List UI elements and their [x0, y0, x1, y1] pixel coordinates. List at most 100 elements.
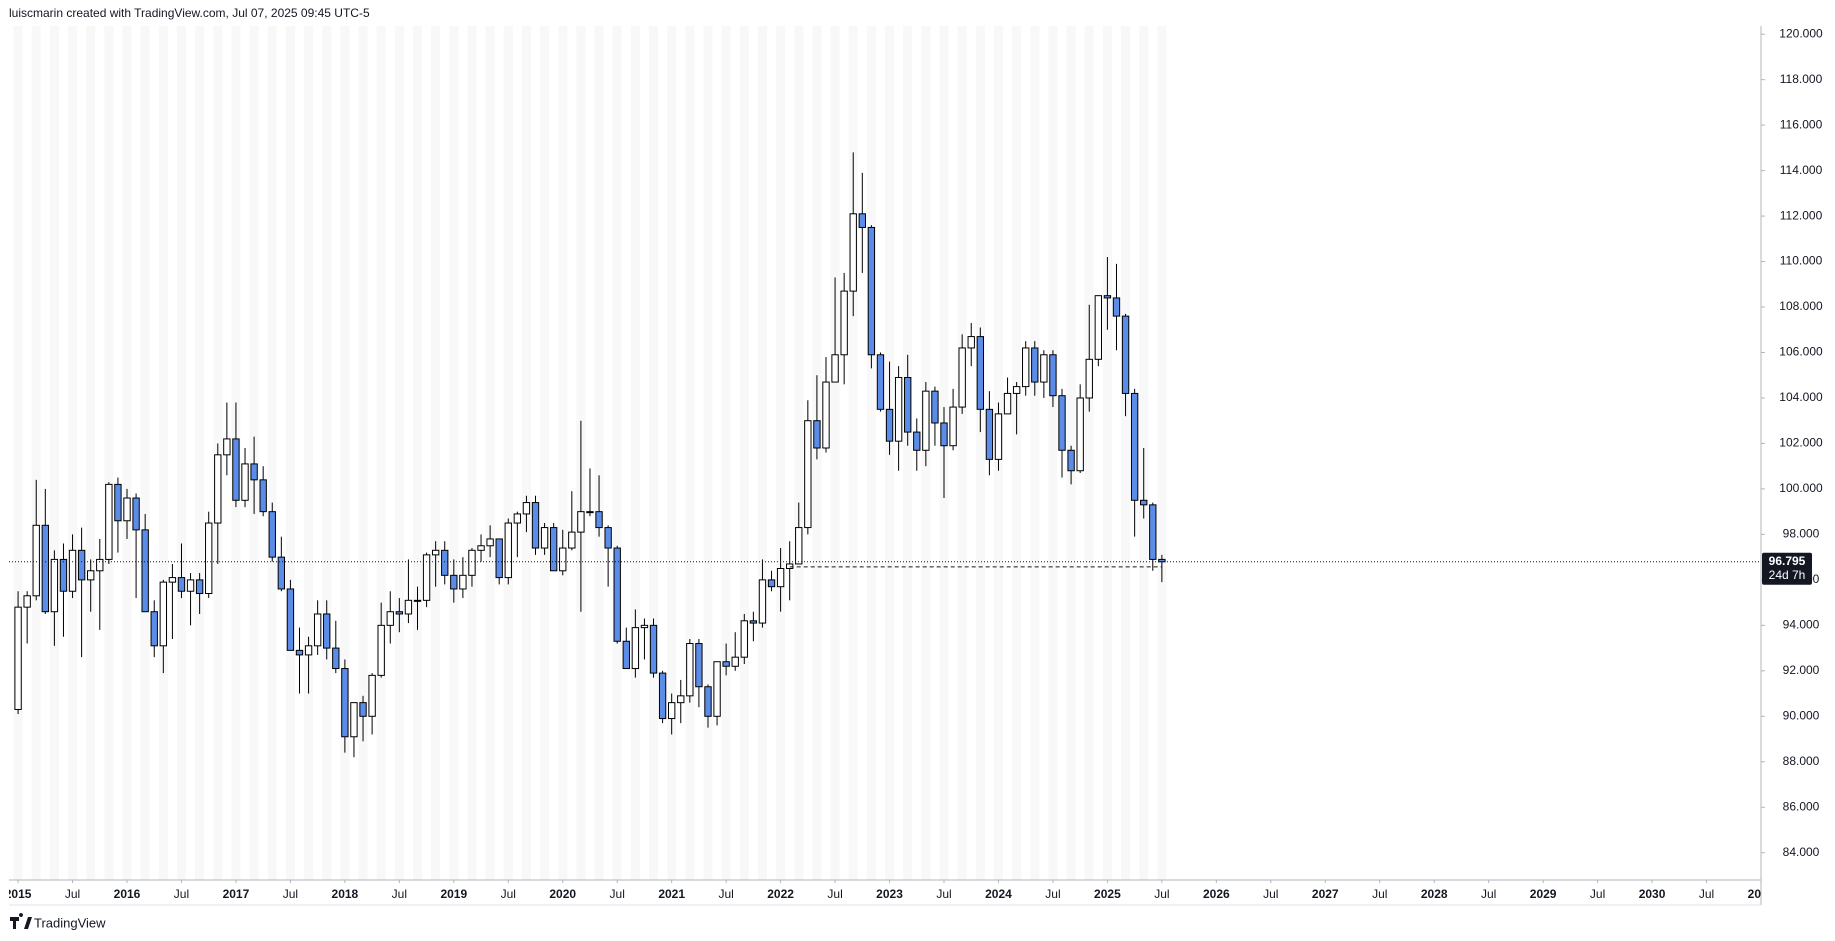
- x-tick-label: Jul: [1263, 887, 1278, 901]
- month-stripe: [757, 26, 767, 880]
- month-stripe: [830, 26, 840, 880]
- candle-body: [377, 624, 385, 676]
- candle-body: [114, 483, 122, 522]
- x-tick-label: Jul: [1045, 887, 1060, 901]
- candle-body: [595, 511, 603, 529]
- candle-body: [404, 599, 413, 615]
- x-tick-label: 2028: [1421, 887, 1448, 901]
- x-tick-label: 2021: [658, 887, 685, 901]
- month-stripe: [630, 26, 640, 880]
- candle-body: [332, 647, 340, 670]
- x-tick-label: Jul: [501, 887, 516, 901]
- candle-body: [223, 438, 231, 456]
- y-tick-label: 106.000: [1779, 345, 1823, 359]
- x-tick-label: Jul: [283, 887, 298, 901]
- month-stripe: [739, 26, 749, 880]
- x-tick-label: 2019: [440, 887, 467, 901]
- candle-body: [441, 549, 449, 576]
- month-stripe: [467, 26, 477, 880]
- candle-body: [704, 686, 712, 717]
- x-tick-label: Jul: [936, 887, 951, 901]
- y-tick-label: 100.000: [1779, 481, 1823, 495]
- x-tick-label: Jul: [65, 887, 80, 901]
- candle-body: [713, 661, 721, 717]
- candle-body: [1085, 358, 1093, 399]
- candle-body: [940, 422, 948, 447]
- candle-body: [1049, 354, 1057, 397]
- y-tick-label: 118.000: [1780, 72, 1823, 86]
- last-price-box: [1762, 552, 1812, 585]
- y-tick-label: 92.000: [1783, 663, 1820, 677]
- y-tick-label: 120.000: [1779, 26, 1823, 40]
- x-tick-label: Jul: [1481, 887, 1496, 901]
- month-stripe: [776, 26, 786, 880]
- month-stripe: [13, 26, 23, 880]
- candle-body: [232, 438, 240, 501]
- month-stripe: [1121, 26, 1131, 880]
- candle-body: [686, 643, 694, 697]
- month-stripe: [485, 26, 495, 880]
- candle-body: [922, 390, 930, 451]
- y-tick-label: 110.000: [1780, 254, 1823, 268]
- brand-text: TradingView: [34, 915, 106, 930]
- candle-body: [1140, 499, 1148, 506]
- candle-body: [295, 649, 304, 656]
- x-tick-label: 2017: [223, 887, 250, 901]
- candle-body: [913, 431, 921, 451]
- candle-body: [431, 549, 440, 556]
- y-tick-label: 114.000: [1780, 163, 1823, 177]
- candle-body: [531, 502, 540, 549]
- candle-body: [1040, 354, 1048, 383]
- candle-body: [477, 545, 485, 551]
- x-tick-label: Jul: [174, 887, 189, 901]
- month-stripe: [594, 26, 604, 880]
- candle-body: [195, 579, 204, 595]
- month-stripe: [68, 26, 78, 880]
- candle-body: [504, 522, 512, 579]
- month-stripe: [848, 26, 858, 880]
- candle-body: [450, 574, 458, 590]
- candle-body: [667, 702, 676, 720]
- x-tick-label: 2029: [1530, 887, 1557, 901]
- month-stripe: [122, 26, 132, 880]
- credit-text: luiscmarin created with TradingView.com,…: [9, 6, 370, 20]
- candle-body: [168, 577, 177, 583]
- y-tick-label: 90.000: [1783, 708, 1820, 722]
- candle-body: [386, 611, 394, 626]
- candle-body: [132, 497, 140, 531]
- month-stripe: [612, 26, 622, 880]
- candle-body: [32, 524, 40, 597]
- candle-body: [1103, 295, 1112, 299]
- month-stripe: [304, 26, 314, 880]
- candle-body: [649, 624, 658, 674]
- candle-body: [250, 463, 258, 481]
- candle-body: [731, 656, 739, 667]
- y-tick-label: 102.000: [1779, 436, 1823, 450]
- candle-body: [1012, 386, 1021, 394]
- candle-body: [68, 549, 77, 592]
- candle-body: [395, 611, 404, 615]
- x-tick-label: Jul: [827, 887, 842, 901]
- candle-body: [59, 558, 68, 592]
- candle-body: [658, 672, 667, 720]
- month-stripe: [394, 26, 404, 880]
- candle-body: [23, 595, 31, 608]
- candle-body: [640, 624, 649, 629]
- y-tick-label: 98.000: [1783, 527, 1820, 541]
- x-tick-label: Jul: [1590, 887, 1605, 901]
- x-tick-label: 2024: [985, 887, 1012, 901]
- x-tick-label: Jul: [1699, 887, 1714, 901]
- month-stripe: [866, 26, 876, 880]
- candle-body: [949, 406, 957, 447]
- y-tick-label: 112.000: [1780, 208, 1823, 222]
- y-axis: 84.00086.00088.00090.00092.00094.00096.0…: [1761, 26, 1823, 859]
- candle-body: [985, 408, 994, 460]
- candle-body: [885, 408, 894, 442]
- month-stripe: [703, 26, 713, 880]
- candle-body: [486, 538, 494, 547]
- candle-body: [931, 390, 939, 424]
- candle-body: [413, 599, 422, 602]
- month-stripe: [503, 26, 513, 880]
- month-stripe: [1048, 26, 1058, 880]
- candle-body: [577, 511, 585, 533]
